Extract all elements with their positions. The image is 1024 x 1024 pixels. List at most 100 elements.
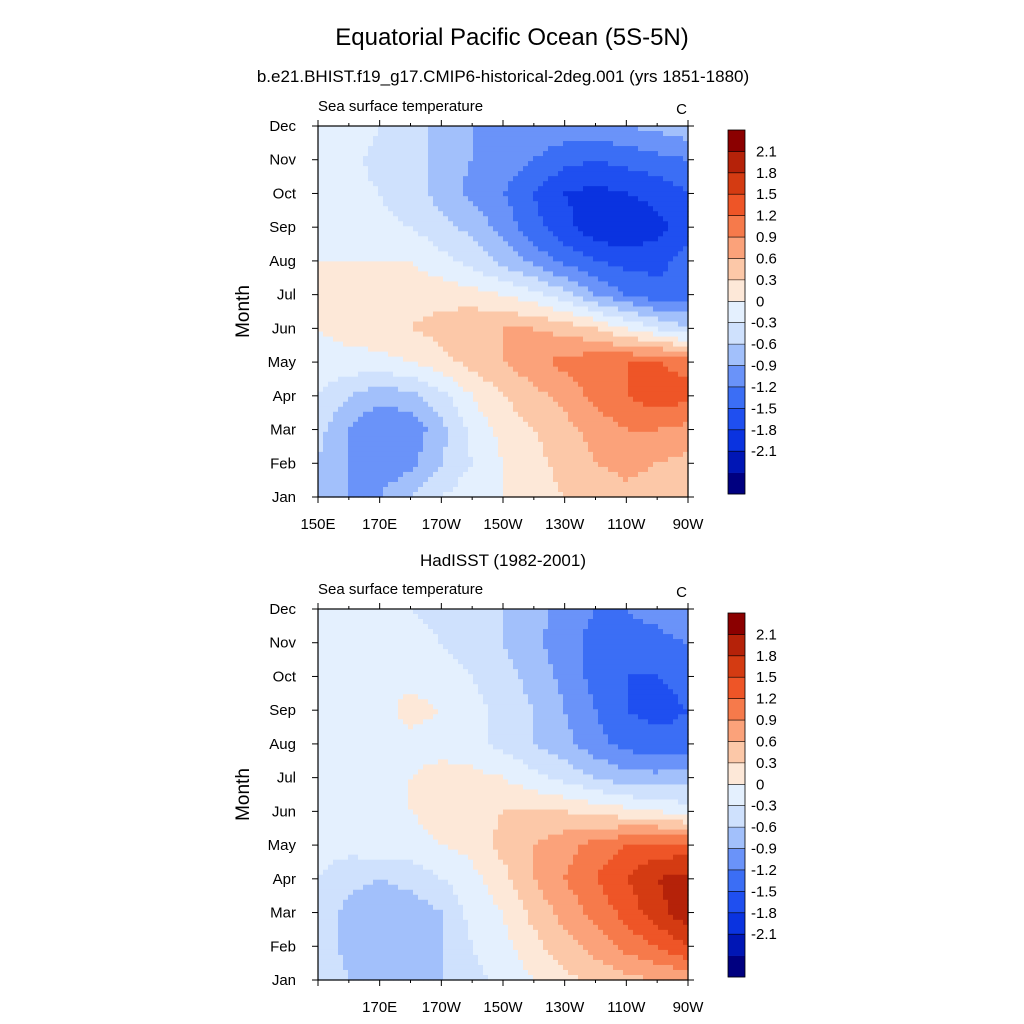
contour-cell	[538, 381, 544, 388]
contour-cell	[433, 186, 439, 192]
contour-cell	[508, 401, 514, 408]
contour-cell	[513, 386, 519, 393]
contour-cell	[443, 151, 449, 157]
contour-cell	[618, 276, 624, 283]
contour-cell	[603, 186, 609, 192]
contour-cell	[413, 476, 419, 483]
contour-cell	[408, 236, 414, 242]
contour-cell	[328, 246, 334, 252]
contour-cell	[323, 291, 329, 298]
contour-cell	[343, 461, 349, 468]
contour-cell	[638, 381, 644, 388]
contour-cell	[443, 461, 449, 468]
contour-cell	[498, 251, 504, 257]
contour-cell	[608, 361, 614, 368]
contour-cell	[568, 361, 574, 368]
contour-cell	[413, 251, 419, 257]
contour-cell	[363, 371, 369, 378]
contour-cell	[513, 146, 519, 152]
contour-cell	[543, 301, 549, 308]
contour-cell	[593, 286, 599, 293]
contour-cell	[318, 371, 324, 378]
contour-cell	[513, 241, 519, 247]
contour-cell	[333, 256, 339, 262]
contour-cell	[358, 231, 364, 237]
contour-cell	[318, 336, 324, 343]
contour-cell	[388, 196, 394, 202]
contour-cell	[403, 251, 409, 257]
contour-cell	[463, 171, 469, 177]
contour-cell	[553, 476, 559, 483]
contour-cell	[318, 271, 324, 277]
contour-cell	[613, 276, 619, 283]
contour-cell	[538, 176, 544, 182]
contour-cell	[333, 451, 339, 458]
contour-cell	[408, 356, 414, 363]
contour-cell	[363, 261, 369, 267]
contour-cell	[378, 296, 384, 303]
contour-cell	[393, 246, 399, 252]
contour-cell	[398, 436, 404, 443]
contour-cell	[333, 491, 339, 498]
contour-cell	[598, 381, 604, 388]
contour-cell	[343, 371, 349, 378]
contour-cell	[463, 266, 469, 272]
contour-cell	[383, 351, 389, 358]
contour-cell	[368, 461, 374, 468]
contour-cell	[363, 311, 369, 318]
contour-cell	[383, 306, 389, 313]
contour-cell	[573, 371, 579, 378]
contour-cell	[508, 226, 514, 232]
contour-cell	[388, 261, 394, 267]
contour-cell	[428, 476, 434, 483]
contour-cell	[518, 481, 524, 488]
contour-cell	[403, 151, 409, 157]
contour-cell	[493, 321, 499, 328]
contour-cell	[373, 191, 379, 197]
contour-cell	[358, 261, 364, 267]
contour-cell	[348, 466, 354, 473]
contour-cell	[393, 146, 399, 152]
contour-cell	[588, 446, 594, 453]
contour-cell	[523, 201, 529, 207]
contour-cell	[368, 306, 374, 313]
contour-cell	[618, 246, 624, 252]
contour-cell	[428, 421, 434, 428]
contour-cell	[433, 146, 439, 152]
contour-cell	[343, 446, 349, 453]
contour-cell	[628, 491, 634, 498]
contour-cell	[528, 431, 534, 438]
contour-cell	[528, 286, 534, 293]
contour-cell	[408, 131, 414, 137]
contour-cell	[453, 171, 459, 177]
contour-cell	[338, 276, 344, 283]
contour-cell	[358, 196, 364, 202]
contour-cell	[423, 196, 429, 202]
contour-cell	[638, 256, 644, 262]
contour-cell	[383, 291, 389, 298]
contour-cell	[588, 461, 594, 468]
contour-cell	[318, 326, 324, 333]
contour-cell	[583, 401, 589, 408]
contour-cell	[493, 336, 499, 343]
contour-cell	[588, 316, 594, 323]
contour-cell	[453, 306, 459, 313]
contour-cell	[378, 201, 384, 207]
contour-cell	[498, 391, 504, 398]
contour-cell	[543, 281, 549, 288]
contour-cell	[563, 376, 569, 383]
contour-cell	[498, 301, 504, 308]
contour-cell	[528, 326, 534, 333]
contour-cell	[398, 361, 404, 368]
contour-cell	[633, 286, 639, 293]
contour-cell	[463, 326, 469, 333]
contour-cell	[433, 426, 439, 433]
contour-cell	[463, 286, 469, 293]
contour-cell	[348, 216, 354, 222]
contour-cell	[353, 491, 359, 498]
contour-cell	[643, 426, 649, 433]
contour-cell	[418, 381, 424, 388]
contour-cell	[343, 486, 349, 493]
contour-cell	[363, 441, 369, 448]
contour-cell	[558, 126, 564, 132]
